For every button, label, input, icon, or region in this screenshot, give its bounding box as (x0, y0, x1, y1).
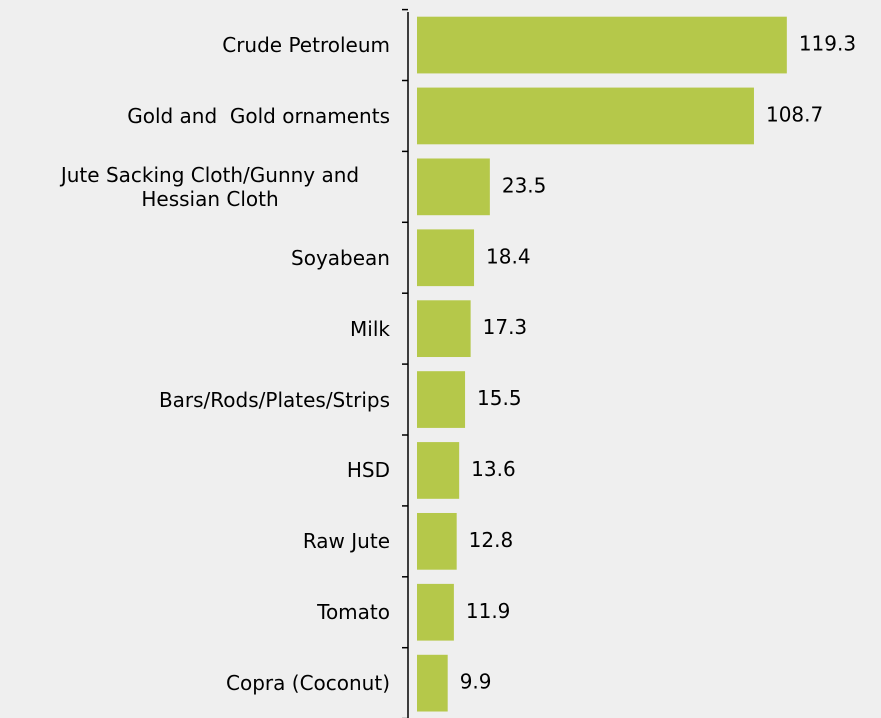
value-label: 13.6 (471, 457, 516, 481)
value-label: 108.7 (766, 102, 823, 126)
category-label: Bars/Rods/Plates/Strips (159, 364, 390, 435)
category-label: Crude Petroleum (222, 10, 390, 81)
category-text: Crude Petroleum (222, 33, 390, 58)
category-text: Milk (350, 316, 390, 341)
value-label: 119.3 (799, 32, 856, 56)
bar (417, 87, 754, 145)
category-text: Tomato (317, 600, 390, 625)
category-label: Gold and Gold ornaments (127, 81, 390, 152)
category-label: Tomato (317, 577, 390, 648)
category-text: Soyabean (291, 245, 390, 270)
category-label: HSD (347, 435, 390, 506)
category-label: Jute Sacking Cloth/Gunny and Hessian Clo… (30, 151, 390, 222)
bar (417, 583, 454, 641)
bar (417, 229, 475, 287)
category-text: Raw Jute (302, 529, 390, 554)
value-label: 17.3 (483, 315, 528, 339)
category-label: Raw Jute (303, 506, 390, 577)
bar (417, 442, 460, 499)
bar (417, 654, 448, 712)
value-label: 11.9 (466, 599, 511, 623)
bar (417, 16, 787, 74)
bar (417, 512, 457, 570)
category-text: Copra (Coconut) (226, 671, 390, 696)
category-text: HSD (346, 458, 390, 483)
bar (417, 158, 490, 216)
category-label: Soyabean (291, 222, 390, 293)
category-text: Jute Sacking Cloth/Gunny and Hessian Clo… (60, 162, 366, 211)
category-label: Milk (350, 293, 390, 364)
category-label: Copra (Coconut) (226, 648, 390, 718)
value-label: 12.8 (469, 528, 514, 552)
value-label: 18.4 (486, 244, 531, 268)
value-label: 9.9 (460, 670, 492, 694)
category-text: Bars/Rods/Plates/Strips (158, 387, 390, 412)
bar (417, 300, 471, 358)
value-label: 23.5 (502, 173, 547, 197)
category-text: Gold and Gold ornaments (127, 103, 390, 128)
bar (417, 371, 466, 428)
value-label: 15.5 (477, 386, 522, 410)
